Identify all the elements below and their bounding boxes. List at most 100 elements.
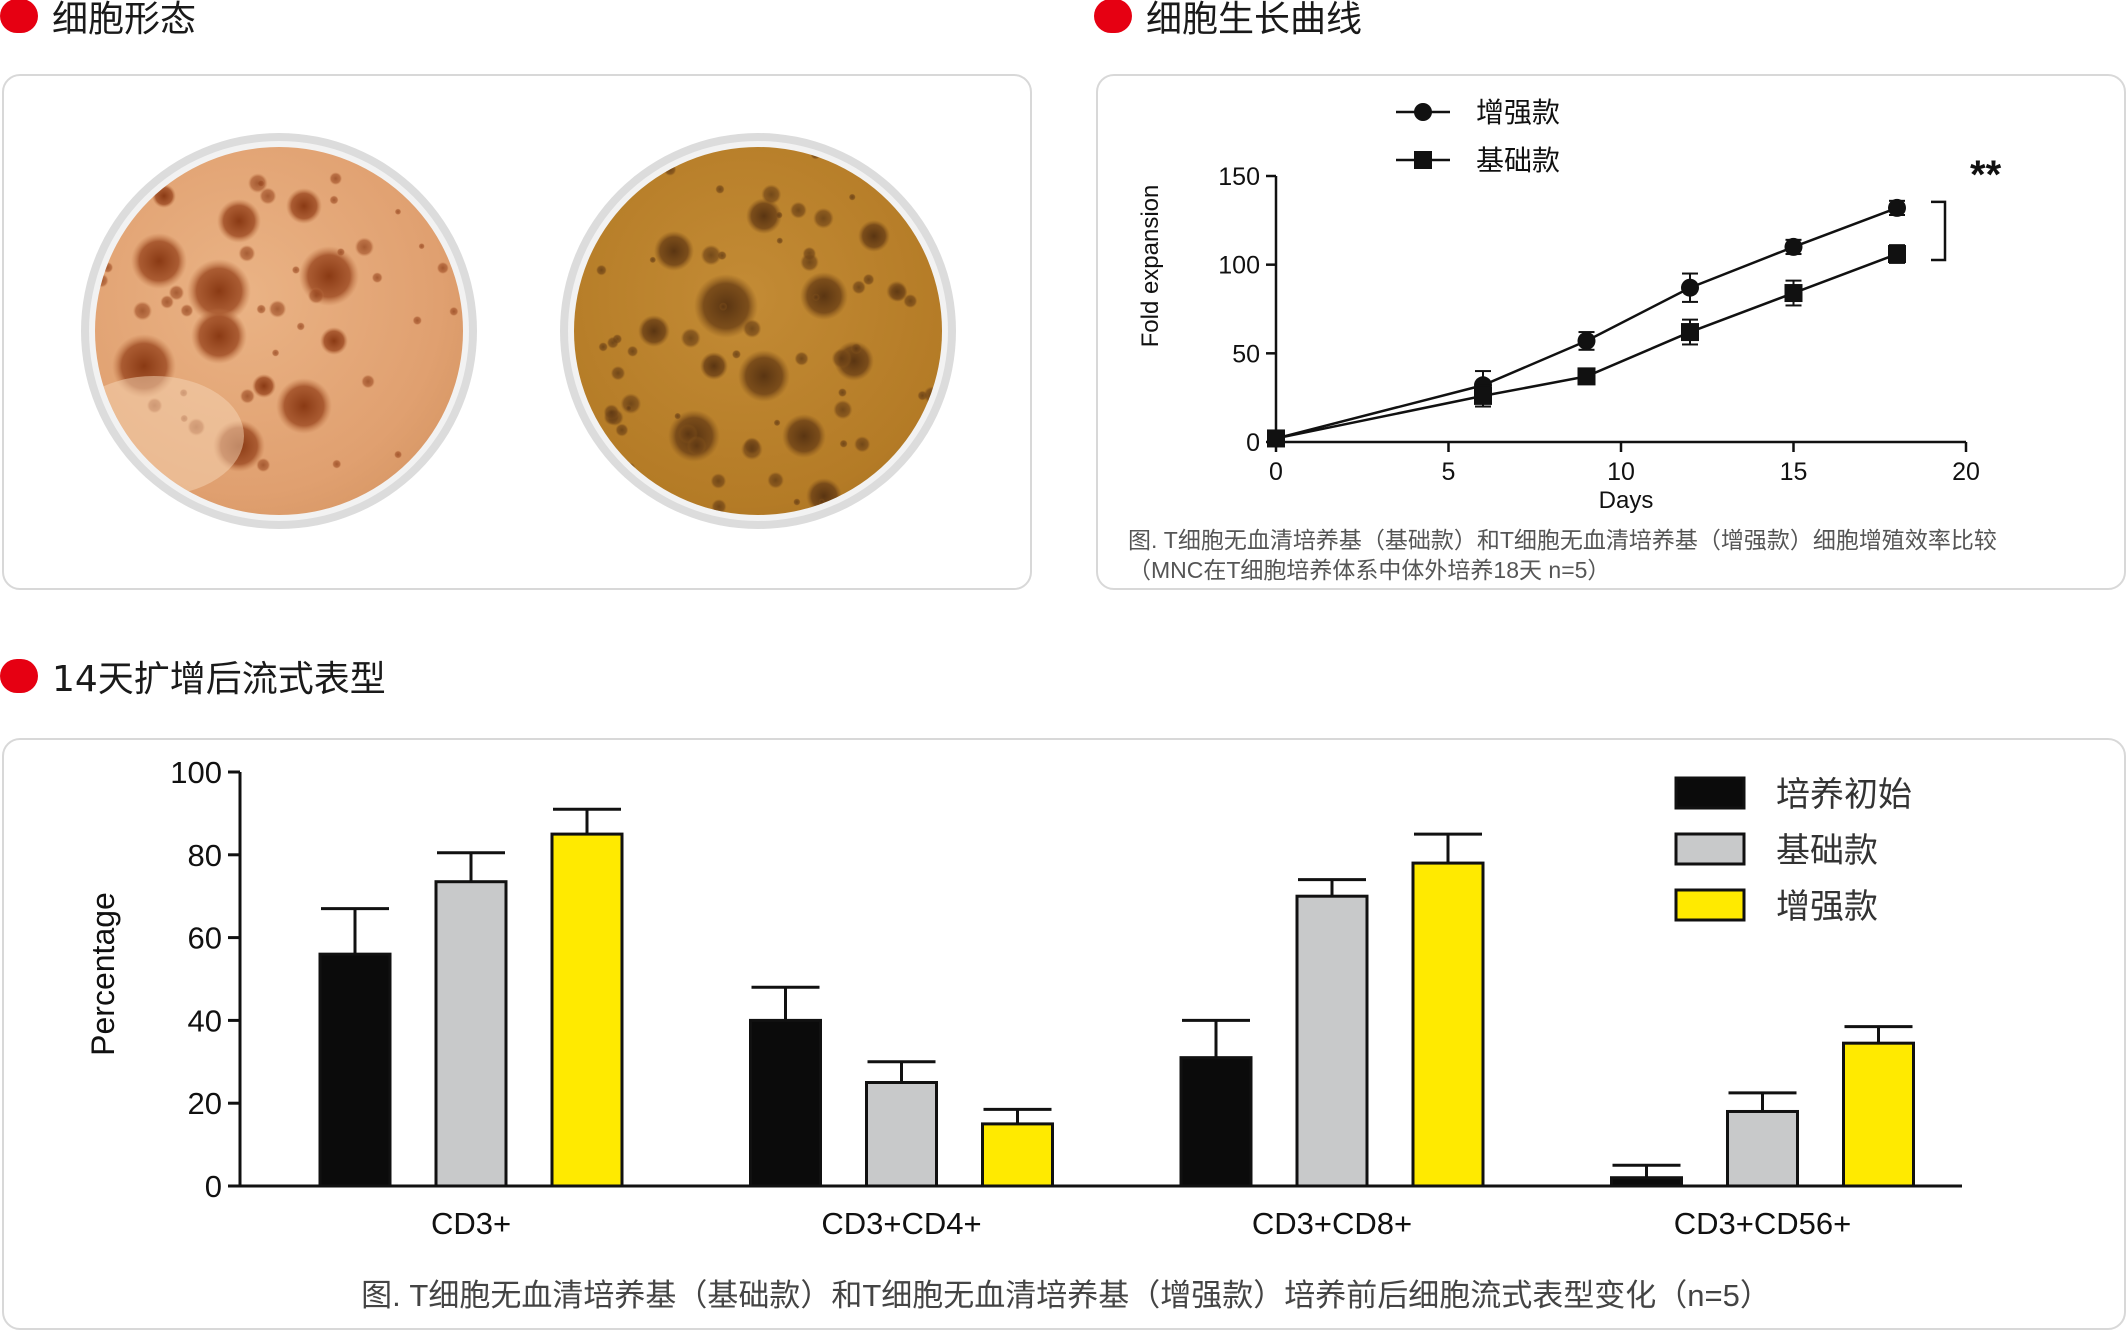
cell-colony <box>436 261 449 275</box>
data-point <box>1888 245 1906 264</box>
bar <box>434 880 508 1188</box>
series-line <box>1275 206 1898 440</box>
cell-colony <box>850 343 862 355</box>
y-tick-label: 150 <box>1218 163 1260 191</box>
cell-colony <box>886 280 908 303</box>
cell-colony <box>271 349 280 357</box>
x-axis-label: Days <box>1599 487 1654 514</box>
y-tick-label: 50 <box>1232 340 1260 368</box>
cell-colony <box>848 193 856 201</box>
cell-colony <box>307 287 325 304</box>
cell-colony <box>329 172 343 186</box>
flow-panel: 0 20 40 60 80 100 CD3+ CD3+CD4+ CD3+CD8+ CD3+CD5… <box>2 738 2126 1330</box>
y-tick-label: 100 <box>1218 252 1260 280</box>
data-point <box>1681 278 1699 297</box>
bar <box>1179 1056 1253 1188</box>
flow-phenotype-chart: 0 20 40 60 80 100 CD3+ CD3+CD4+ CD3+CD8+ CD3+CD5… <box>85 755 1962 1313</box>
bar <box>865 1081 938 1188</box>
bar <box>1295 894 1369 1188</box>
cell-colony <box>449 306 459 317</box>
cell-colony <box>598 342 608 352</box>
cell-colony <box>638 315 670 347</box>
cell-colony <box>361 374 375 389</box>
cell-colony <box>587 445 599 457</box>
bar-group-cd3-plus <box>318 807 624 1188</box>
cell-colony <box>889 485 903 499</box>
bar-group-cd3-pluscd8-plus <box>1179 832 1485 1188</box>
series-basic <box>1267 244 1906 448</box>
red-bullet-icon <box>1094 0 1132 33</box>
data-point <box>1681 323 1699 342</box>
cell-colony <box>680 328 701 349</box>
cell-colony <box>775 211 783 219</box>
cell-colony <box>626 345 639 357</box>
cell-colony <box>851 280 866 295</box>
growth-section-title: 细胞生长曲线 <box>1094 0 1362 40</box>
cell-colony <box>438 475 457 494</box>
cell-colony <box>615 423 629 437</box>
x-tick-label: 0 <box>1269 458 1283 486</box>
dish-enhanced-image <box>560 133 956 529</box>
cell-colony <box>418 243 425 250</box>
category-label: CD3+CD8+ <box>1252 1206 1412 1241</box>
cell-colony <box>700 352 728 380</box>
data-point <box>1888 198 1906 217</box>
data-point <box>1474 386 1492 405</box>
cell-colony <box>121 151 136 166</box>
cell-colony <box>740 438 763 461</box>
cell-colony <box>296 322 305 331</box>
data-point <box>1577 367 1596 386</box>
cell-colony <box>107 479 127 499</box>
cell-colony <box>782 414 826 458</box>
cell-colony <box>252 374 276 398</box>
legend-label: 增强款 <box>1776 888 1878 926</box>
dish-basic-image <box>81 133 477 529</box>
legend-item: 增强款 <box>1396 97 1560 128</box>
morphology-title: 细胞形态 <box>52 0 197 40</box>
cell-colony <box>332 459 342 469</box>
legend-swatch <box>1674 776 1746 810</box>
bar <box>1610 1176 1683 1188</box>
flow-title: 14天扩增后流式表型 <box>52 659 386 700</box>
cell-colony <box>931 462 942 475</box>
data-point <box>1784 237 1803 256</box>
cell-colony <box>794 351 809 366</box>
cell-colony <box>354 237 375 257</box>
cell-colony <box>187 259 251 323</box>
cell-colony <box>837 388 847 398</box>
bar <box>1726 1109 1799 1188</box>
x-tick-label: 15 <box>1780 458 1808 486</box>
cell-colony <box>831 348 852 369</box>
series-enhanced <box>1267 198 1906 448</box>
cell-colony <box>596 264 607 276</box>
cell-colony <box>839 439 848 448</box>
cell-colony <box>412 315 422 326</box>
y-tick-label: 60 <box>188 921 222 956</box>
cell-colony <box>286 188 322 224</box>
cell-colony <box>742 319 762 338</box>
category-label: CD3+CD4+ <box>821 1206 981 1241</box>
cell-colony <box>238 244 256 262</box>
legend-marker <box>1414 151 1432 169</box>
legend-item: 培养初始 <box>1674 776 1912 814</box>
flow-section-title: 14天扩增后流式表型 <box>0 654 386 700</box>
cell-colony <box>122 479 133 490</box>
series-line <box>1275 252 1898 440</box>
red-bullet-icon <box>0 659 38 693</box>
legend-marker <box>1414 103 1432 121</box>
y-tick-label: 20 <box>188 1086 222 1121</box>
cell-colony <box>259 187 277 205</box>
legend-label: 增强款 <box>1476 97 1560 128</box>
cell-colony <box>710 473 727 489</box>
legend-item: 基础款 <box>1674 832 1878 870</box>
cell-colony <box>180 304 194 318</box>
y-tick-label: 0 <box>205 1169 222 1204</box>
data-point <box>1577 331 1596 350</box>
bar <box>1411 861 1485 1188</box>
cell-colony <box>761 184 782 205</box>
cell-colony <box>686 435 707 456</box>
morphology-section-title: 细胞形态 <box>0 0 196 40</box>
cell-colony <box>793 498 801 506</box>
cell-colony <box>610 365 626 381</box>
y-tick-label: 0 <box>1246 429 1260 457</box>
